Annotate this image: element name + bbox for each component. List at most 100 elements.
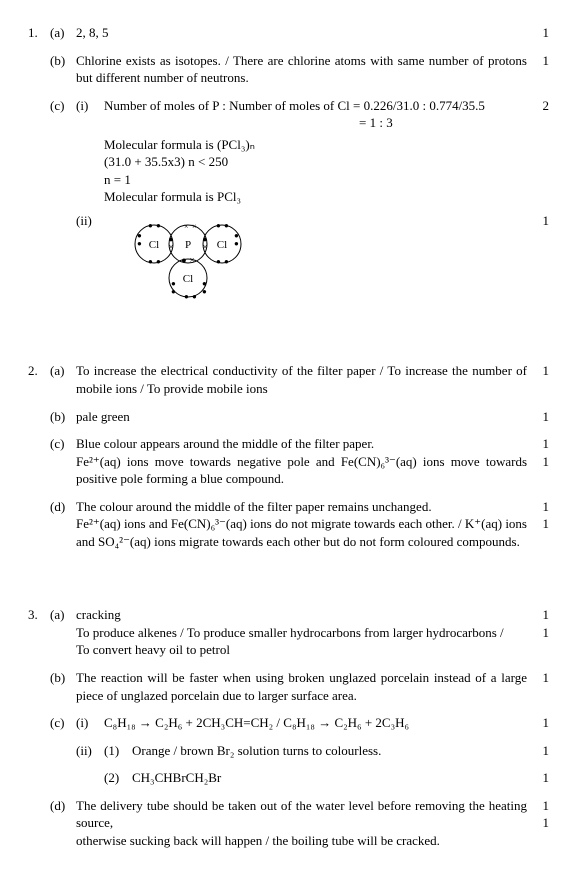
svg-text:●: ● bbox=[216, 257, 221, 266]
q2-d-m2: 1 bbox=[535, 515, 549, 533]
q1-c-i-line4: (31.0 + 35.5x3) n < 250 bbox=[104, 153, 527, 171]
q2-a-text: To increase the electrical conductivity … bbox=[76, 362, 535, 397]
q3-a-marks-col: 1 1 bbox=[535, 606, 549, 659]
q3-c-i-text: C₈H₁₈ → C₂H₆ + 2CH₃CH=CH₂ / C₈H₁₈ → C₂H₆… bbox=[104, 714, 535, 732]
q3-a-line1: cracking bbox=[76, 606, 527, 624]
svg-text:●: ● bbox=[234, 239, 239, 248]
q3-c-ii-label: (ii) bbox=[76, 742, 104, 760]
q2-b-text: pale green bbox=[76, 408, 535, 426]
q1-c-i-line3: Molecular formula is (PCl₃)ₙ bbox=[104, 136, 527, 154]
q1-c-ii-content: ● × ● × ● × ●● ●● ●● ●● ●● ●● ●● ●● ●● bbox=[104, 212, 535, 307]
q3-d-line2: otherwise sucking back will happen / the… bbox=[76, 832, 527, 850]
q3-b-label: (b) bbox=[50, 669, 76, 704]
svg-text:●: ● bbox=[148, 257, 153, 266]
q3-number: 3. bbox=[28, 606, 50, 659]
q2-c-label: (c) bbox=[50, 435, 76, 488]
q3-c-ii-1-label: (1) bbox=[104, 742, 132, 760]
svg-text:×: × bbox=[189, 255, 194, 265]
q2-d-label: (d) bbox=[50, 498, 76, 551]
svg-text:×: × bbox=[192, 222, 197, 231]
q3-part-d: (d) The delivery tube should be taken ou… bbox=[28, 797, 549, 850]
svg-text:●: ● bbox=[181, 255, 186, 265]
q3-a-label: (a) bbox=[50, 606, 76, 659]
q1-c-i-line5: n = 1 bbox=[104, 171, 527, 189]
q1-b-marks: 1 bbox=[535, 52, 549, 87]
q2-b-label: (b) bbox=[50, 408, 76, 426]
svg-text:●: ● bbox=[137, 239, 142, 248]
svg-text:Cl: Cl bbox=[183, 273, 193, 285]
q1-b-label: (b) bbox=[50, 52, 76, 87]
q2-part-b: (b) pale green 1 bbox=[28, 408, 549, 426]
q2-d-line2: Fe²⁺(aq) ions and Fe(CN)₆³⁻(aq) ions do … bbox=[76, 515, 527, 550]
q2-b-marks: 1 bbox=[535, 408, 549, 426]
svg-text:●: ● bbox=[224, 257, 229, 266]
q2-number: 2. bbox=[28, 362, 50, 397]
q1-part-c: (c) (i) Number of moles of P : Number of… bbox=[28, 97, 549, 206]
q3-a-m2: 1 bbox=[535, 624, 549, 642]
q3-c-ii-1-marks: 1 bbox=[535, 742, 549, 760]
q3-a-line3: To convert heavy oil to petrol bbox=[76, 641, 527, 659]
svg-text:●: ● bbox=[156, 221, 161, 230]
q3-c-i-label: (i) bbox=[76, 714, 104, 732]
q1-c-ii-marks: 1 bbox=[535, 212, 549, 307]
q2-c-marks-col: 1 1 bbox=[535, 435, 549, 488]
question-2: 2. (a) To increase the electrical conduc… bbox=[28, 362, 549, 550]
q1-a-marks: 1 bbox=[535, 24, 549, 42]
q2-d-marks-col: 1 1 bbox=[535, 498, 549, 551]
q3-part-c-ii-2: (2) CH₃CHBrCH₂Br 1 bbox=[28, 769, 549, 787]
svg-text:●: ● bbox=[156, 257, 161, 266]
q3-d-label: (d) bbox=[50, 797, 76, 850]
svg-text:Cl: Cl bbox=[149, 239, 159, 251]
q2-c-m2: 1 bbox=[535, 453, 549, 471]
q1-c-i-line6: Molecular formula is PCl₃ bbox=[104, 188, 527, 206]
q1-a-text: 2, 8, 5 bbox=[76, 24, 535, 42]
q3-part-b: (b) The reaction will be faster when usi… bbox=[28, 669, 549, 704]
q3-c-ii-2-label: (2) bbox=[104, 769, 132, 787]
q1-part-b: (b) Chlorine exists as isotopes. / There… bbox=[28, 52, 549, 87]
q1-a-label: (a) bbox=[50, 24, 76, 42]
svg-text:●: ● bbox=[184, 292, 189, 301]
q3-c-ii-1-text: Orange / brown Br₂ solution turns to col… bbox=[132, 742, 535, 760]
q3-c-i-marks: 1 bbox=[535, 714, 549, 732]
q1-part-c-ii: (ii) ● × ● × ● × ●● ●● bbox=[28, 212, 549, 307]
svg-text:●: ● bbox=[224, 221, 229, 230]
svg-text:●: ● bbox=[216, 221, 221, 230]
svg-text:P: P bbox=[185, 239, 191, 251]
q2-d-m1: 1 bbox=[535, 498, 549, 516]
q2-c-content: Blue colour appears around the middle of… bbox=[76, 435, 535, 488]
q3-d-m2: 1 bbox=[535, 814, 549, 832]
q1-part-a: 1. (a) 2, 8, 5 1 bbox=[28, 24, 549, 42]
q1-b-text: Chlorine exists as isotopes. / There are… bbox=[76, 52, 535, 87]
q3-b-marks: 1 bbox=[535, 669, 549, 704]
svg-text:Cl: Cl bbox=[217, 239, 227, 251]
q2-d-line1: The colour around the middle of the filt… bbox=[76, 498, 527, 516]
svg-text:●: ● bbox=[202, 287, 207, 296]
svg-text:×: × bbox=[184, 222, 189, 231]
q3-d-line1: The delivery tube should be taken out of… bbox=[76, 797, 527, 832]
q3-c-label: (c) bbox=[50, 714, 76, 732]
q3-a-line2: To produce alkenes / To produce smaller … bbox=[76, 624, 527, 642]
q3-part-c-i: (c) (i) C₈H₁₈ → C₂H₆ + 2CH₃CH=CH₂ / C₈H₁… bbox=[28, 714, 549, 732]
q2-part-c: (c) Blue colour appears around the middl… bbox=[28, 435, 549, 488]
q1-c-i-line1: Number of moles of P : Number of moles o… bbox=[104, 97, 527, 115]
q1-number: 1. bbox=[28, 24, 50, 42]
q3-part-c-ii-1: (ii) (1) Orange / brown Br₂ solution tur… bbox=[28, 742, 549, 760]
q2-part-d: (d) The colour around the middle of the … bbox=[28, 498, 549, 551]
svg-text:●: ● bbox=[192, 292, 197, 301]
pcl3-diagram: ● × ● × ● × ●● ●● ●● ●● ●● ●● ●● ●● ●● bbox=[124, 218, 527, 307]
q3-d-marks-col: 1 1 bbox=[535, 797, 549, 850]
q3-part-a: 3. (a) cracking To produce alkenes / To … bbox=[28, 606, 549, 659]
q3-a-content: cracking To produce alkenes / To produce… bbox=[76, 606, 535, 659]
q2-c-line2: Fe²⁺(aq) ions move towards negative pole… bbox=[76, 453, 527, 488]
q3-d-m1: 1 bbox=[535, 797, 549, 815]
svg-text:●: ● bbox=[171, 287, 176, 296]
q3-b-text: The reaction will be faster when using b… bbox=[76, 669, 535, 704]
q3-a-m1: 1 bbox=[535, 606, 549, 624]
svg-text:×: × bbox=[202, 242, 207, 252]
q1-c-label: (c) bbox=[50, 97, 76, 206]
q3-c-ii-2-text: CH₃CHBrCH₂Br bbox=[132, 769, 535, 787]
q2-d-content: The colour around the middle of the filt… bbox=[76, 498, 535, 551]
q2-a-label: (a) bbox=[50, 362, 76, 397]
q3-d-content: The delivery tube should be taken out of… bbox=[76, 797, 535, 850]
q1-c-i-line2: = 1 : 3 bbox=[104, 114, 527, 132]
